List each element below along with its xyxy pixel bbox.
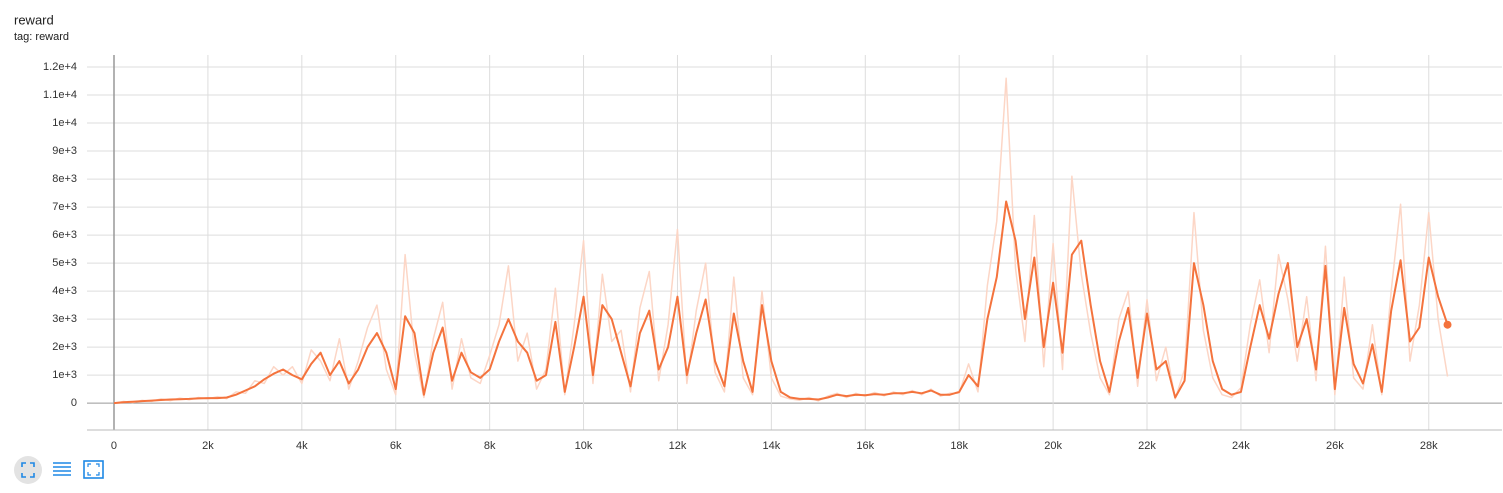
x-tick-label: 6k [390, 440, 402, 452]
y-tick-label: 1e+4 [52, 117, 77, 129]
x-tick-label: 28k [1420, 440, 1438, 452]
y-tick-label: 7e+3 [52, 201, 77, 213]
x-tick-label: 16k [856, 440, 874, 452]
fit-button[interactable] [14, 456, 42, 484]
y-tick-label: 3e+3 [52, 313, 77, 325]
x-tick-label: 8k [484, 440, 496, 452]
y-tick-label: 5e+3 [52, 257, 77, 269]
series-line [113, 77, 1449, 404]
x-tick-label: 10k [575, 440, 593, 452]
y-tick-label: 1.1e+4 [43, 89, 77, 101]
y-tick-label: 0 [71, 397, 77, 409]
last-point [1443, 320, 1452, 329]
y-tick-label: 9e+3 [52, 145, 77, 157]
expand-button[interactable] [83, 460, 104, 479]
chart-title: reward [14, 12, 54, 27]
x-tick-label: 26k [1326, 440, 1344, 452]
x-tick-label: 18k [950, 440, 968, 452]
y-tick-label: 1.2e+4 [43, 61, 77, 73]
y-tick-label: 8e+3 [52, 173, 77, 185]
x-tick-label: 4k [296, 440, 308, 452]
x-tick-label: 2k [202, 440, 214, 452]
chart-subtitle: tag: reward [14, 31, 69, 43]
y-tick-label: 4e+3 [52, 285, 77, 297]
x-tick-label: 14k [762, 440, 780, 452]
y-tick-label: 1e+3 [52, 369, 77, 381]
x-tick-label: 12k [669, 440, 687, 452]
series-line [113, 200, 1449, 405]
x-tick-label: 0 [111, 440, 117, 452]
x-tick-label: 22k [1138, 440, 1156, 452]
toggle-log-button[interactable] [53, 462, 71, 476]
x-tick-label: 24k [1232, 440, 1250, 452]
x-tick-label: 20k [1044, 440, 1062, 452]
y-tick-label: 2e+3 [52, 341, 77, 353]
y-tick-label: 6e+3 [52, 229, 77, 241]
